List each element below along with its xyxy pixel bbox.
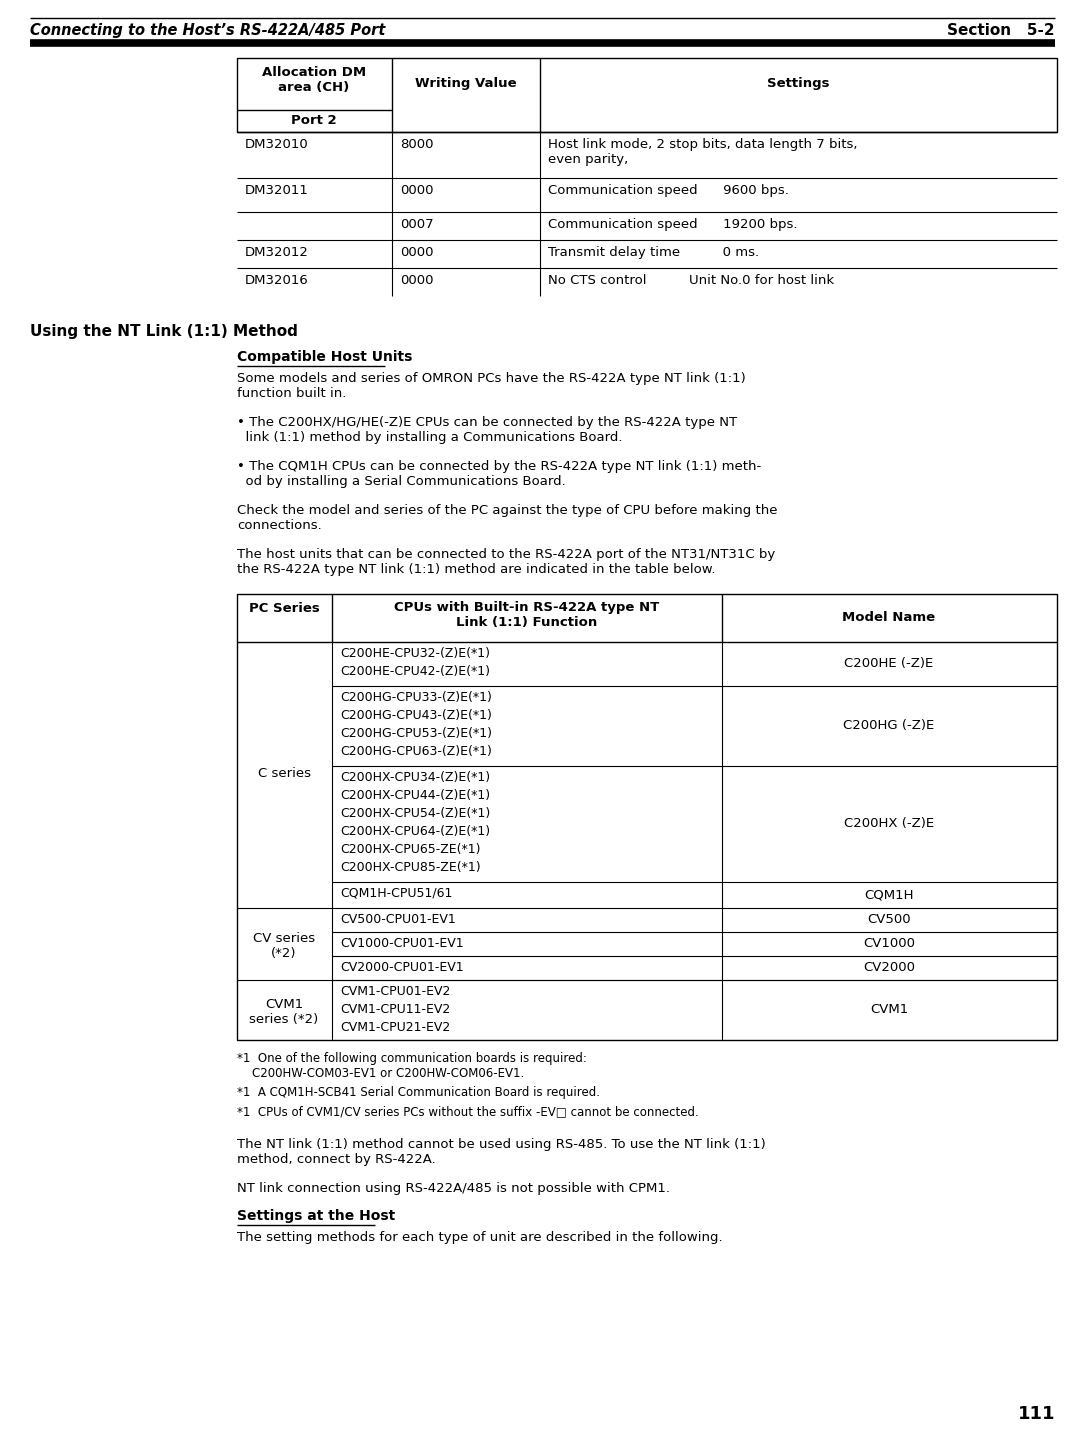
Text: *1  One of the following communication boards is required:
    C200HW-COM03-EV1 : *1 One of the following communication bo… (237, 1052, 586, 1081)
Text: C200HG-CPU33-(Z)E(*1): C200HG-CPU33-(Z)E(*1) (340, 692, 491, 705)
Text: CVM1
series (*2): CVM1 series (*2) (249, 997, 319, 1026)
Text: DM32016: DM32016 (245, 274, 309, 287)
Text: • The C200HX/HG/HE(-Z)E CPUs can be connected by the RS-422A type NT
  link (1:1: • The C200HX/HG/HE(-Z)E CPUs can be conn… (237, 416, 738, 443)
Text: 0000: 0000 (400, 274, 433, 287)
Text: Compatible Host Units: Compatible Host Units (237, 350, 413, 364)
Text: Connecting to the Host’s RS-422A/485 Port: Connecting to the Host’s RS-422A/485 Por… (30, 23, 386, 37)
Text: The NT link (1:1) method cannot be used using RS-485. To use the NT link (1:1)
m: The NT link (1:1) method cannot be used … (237, 1138, 766, 1167)
Text: *1  CPUs of CVM1/CV series PCs without the suffix -EV□ cannot be connected.: *1 CPUs of CVM1/CV series PCs without th… (237, 1105, 699, 1118)
Text: CV1000: CV1000 (863, 937, 915, 950)
Text: Settings at the Host: Settings at the Host (237, 1210, 395, 1223)
Text: Model Name: Model Name (842, 611, 935, 624)
Text: C200HG (-Z)E: C200HG (-Z)E (843, 719, 934, 732)
Text: Host link mode, 2 stop bits, data length 7 bits,
even parity,: Host link mode, 2 stop bits, data length… (548, 138, 858, 166)
Text: CQM1H-CPU51/61: CQM1H-CPU51/61 (340, 887, 453, 900)
Text: 0000: 0000 (400, 184, 433, 197)
Text: Check the model and series of the PC against the type of CPU before making the
c: Check the model and series of the PC aga… (237, 504, 778, 532)
Text: Communication speed      19200 bps.: Communication speed 19200 bps. (548, 218, 797, 231)
Text: CQM1H: CQM1H (864, 888, 914, 901)
Text: 0007: 0007 (400, 218, 434, 231)
Text: CVM1-CPU21-EV2: CVM1-CPU21-EV2 (340, 1020, 450, 1035)
Text: DM32011: DM32011 (245, 184, 309, 197)
Text: C200HE-CPU32-(Z)E(*1): C200HE-CPU32-(Z)E(*1) (340, 647, 490, 660)
Text: CV500-CPU01-EV1: CV500-CPU01-EV1 (340, 913, 456, 926)
Text: CV2000: CV2000 (863, 961, 915, 974)
Text: Communication speed      9600 bps.: Communication speed 9600 bps. (548, 184, 788, 197)
Text: 0000: 0000 (400, 245, 433, 258)
Text: DM32010: DM32010 (245, 138, 309, 151)
Text: C series: C series (257, 766, 311, 781)
Text: The host units that can be connected to the RS-422A port of the NT31/NT31C by
th: The host units that can be connected to … (237, 548, 775, 575)
Text: 111: 111 (1017, 1405, 1055, 1424)
Text: CV2000-CPU01-EV1: CV2000-CPU01-EV1 (340, 961, 463, 974)
Text: Section   5-2: Section 5-2 (947, 23, 1055, 37)
Text: CV series
(*2): CV series (*2) (253, 931, 315, 960)
Text: PC Series: PC Series (248, 603, 320, 616)
Text: Port 2: Port 2 (292, 113, 337, 128)
Text: C200HX-CPU34-(Z)E(*1): C200HX-CPU34-(Z)E(*1) (340, 771, 490, 784)
Text: Transmit delay time          0 ms.: Transmit delay time 0 ms. (548, 245, 759, 258)
Text: C200HE-CPU42-(Z)E(*1): C200HE-CPU42-(Z)E(*1) (340, 664, 490, 677)
Text: C200HX-CPU64-(Z)E(*1): C200HX-CPU64-(Z)E(*1) (340, 825, 490, 838)
Text: C200HX (-Z)E: C200HX (-Z)E (843, 817, 934, 829)
Text: 8000: 8000 (400, 138, 433, 151)
Text: No CTS control          Unit No.0 for host link: No CTS control Unit No.0 for host link (548, 274, 834, 287)
Text: Writing Value: Writing Value (415, 77, 517, 90)
Text: Using the NT Link (1:1) Method: Using the NT Link (1:1) Method (30, 324, 298, 339)
Bar (237, 57, 1057, 132)
Text: C200HX-CPU85-ZE(*1): C200HX-CPU85-ZE(*1) (340, 861, 481, 874)
Text: Some models and series of OMRON PCs have the RS-422A type NT link (1:1)
function: Some models and series of OMRON PCs have… (237, 372, 746, 400)
Text: CVM1: CVM1 (869, 1003, 908, 1016)
Text: C200HG-CPU53-(Z)E(*1): C200HG-CPU53-(Z)E(*1) (340, 728, 492, 740)
Text: Allocation DM
area (CH): Allocation DM area (CH) (262, 66, 366, 95)
Text: Settings: Settings (767, 77, 829, 90)
Bar (237, 594, 1057, 1040)
Text: NT link connection using RS-422A/485 is not possible with CPM1.: NT link connection using RS-422A/485 is … (237, 1182, 670, 1195)
Text: C200HX-CPU54-(Z)E(*1): C200HX-CPU54-(Z)E(*1) (340, 806, 490, 819)
Text: CPUs with Built-in RS-422A type NT
Link (1:1) Function: CPUs with Built-in RS-422A type NT Link … (394, 601, 660, 629)
Text: *1  A CQM1H-SCB41 Serial Communication Board is required.: *1 A CQM1H-SCB41 Serial Communication Bo… (237, 1086, 600, 1099)
Text: C200HX-CPU65-ZE(*1): C200HX-CPU65-ZE(*1) (340, 842, 481, 857)
Text: The setting methods for each type of unit are described in the following.: The setting methods for each type of uni… (237, 1231, 723, 1244)
Text: C200HG-CPU63-(Z)E(*1): C200HG-CPU63-(Z)E(*1) (340, 745, 491, 758)
Text: CV500: CV500 (867, 913, 910, 926)
Text: C200HG-CPU43-(Z)E(*1): C200HG-CPU43-(Z)E(*1) (340, 709, 491, 722)
Text: C200HE (-Z)E: C200HE (-Z)E (845, 657, 933, 670)
Text: DM32012: DM32012 (245, 245, 309, 258)
Text: CVM1-CPU01-EV2: CVM1-CPU01-EV2 (340, 984, 450, 997)
Text: CV1000-CPU01-EV1: CV1000-CPU01-EV1 (340, 937, 463, 950)
Text: CVM1-CPU11-EV2: CVM1-CPU11-EV2 (340, 1003, 450, 1016)
Text: • The CQM1H CPUs can be connected by the RS-422A type NT link (1:1) meth-
  od b: • The CQM1H CPUs can be connected by the… (237, 461, 761, 488)
Text: C200HX-CPU44-(Z)E(*1): C200HX-CPU44-(Z)E(*1) (340, 789, 490, 802)
